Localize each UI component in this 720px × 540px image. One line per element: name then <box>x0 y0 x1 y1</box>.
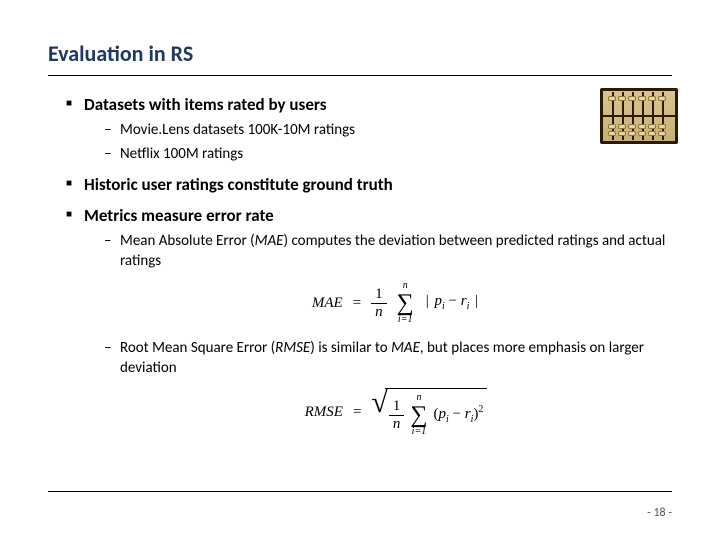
text-pre: Mean Absolute Error ( <box>120 232 255 250</box>
minus: − <box>453 406 461 422</box>
numerator: 1 <box>371 287 387 304</box>
slide: Evaluation in RS Datasets with items rat… <box>0 0 720 540</box>
formula-rmse: RMSE = √ 1 n <box>120 388 672 437</box>
bullet-text: Metrics measure error rate <box>84 205 274 226</box>
subbullet-movielens: Movie.Lens datasets 100K-10M ratings <box>104 121 672 141</box>
abs-left: | <box>424 293 431 309</box>
sum-lower: i=1 <box>412 427 427 437</box>
squared: 2 <box>478 404 483 415</box>
text-pre: Root Mean Square Error ( <box>120 339 275 357</box>
slide-title: Evaluation in RS <box>48 40 672 67</box>
title-rule <box>48 75 672 76</box>
formula-mae: MAE = 1 n n ∑ i=1 <box>120 281 672 325</box>
abbr-rmse: RMSE <box>275 339 310 357</box>
denominator: n <box>371 304 387 320</box>
lhs: MAE <box>312 296 343 311</box>
abs-right: | <box>473 293 480 309</box>
sub-i: i <box>442 301 445 312</box>
bullet-ground-truth: Historic user ratings constitute ground … <box>66 174 672 195</box>
subbullet-netflix: Netflix 100M ratings <box>104 145 672 165</box>
var-p: p <box>435 293 443 309</box>
footer-rule <box>48 491 672 492</box>
sub-i: i <box>446 414 449 425</box>
bullet-text: Datasets with items rated by users <box>84 94 327 115</box>
bullet-text: Historic user ratings constitute ground … <box>84 174 393 195</box>
content-area: Datasets with items rated by users Movie… <box>48 94 672 437</box>
numerator: 1 <box>389 399 405 416</box>
minus: − <box>449 293 457 309</box>
fraction-icon: 1 n <box>389 399 405 432</box>
bullet-datasets: Datasets with items rated by users Movie… <box>66 94 672 164</box>
bullet-metrics: Metrics measure error rate Mean Absolute… <box>66 205 672 437</box>
sum-lower: i=1 <box>398 315 413 325</box>
text-post-a: ) is similar to <box>310 339 391 357</box>
lhs: RMSE <box>305 405 343 420</box>
eq-sign: = <box>353 296 361 311</box>
eq-sign: = <box>353 405 361 420</box>
subbullet-text: Netflix 100M ratings <box>120 145 243 163</box>
fraction-icon: 1 n <box>371 287 387 320</box>
subbullet-text: Movie.Lens datasets 100K-10M ratings <box>120 121 355 139</box>
paren-term: (pi − ri)2 <box>434 405 484 425</box>
subbullet-rmse: Root Mean Square Error (RMSE) is similar… <box>104 339 672 437</box>
var-p: p <box>439 406 447 422</box>
sqrt-icon: √ 1 n n ∑ <box>371 388 487 437</box>
abbr-mae: MAE <box>255 232 284 250</box>
abbr-mae-2: MAE <box>391 339 420 357</box>
page-number: - 18 - <box>647 506 672 520</box>
subbullet-mae: Mean Absolute Error (MAE) computes the d… <box>104 232 672 325</box>
sigma-icon: n ∑ i=1 <box>397 281 414 325</box>
sub-i: i <box>467 301 470 312</box>
denominator: n <box>389 416 405 432</box>
bullet-list: Datasets with items rated by users Movie… <box>66 94 672 437</box>
sigma-icon: n ∑ i=1 <box>410 393 427 437</box>
abs-term: | pi − ri | <box>424 294 480 312</box>
